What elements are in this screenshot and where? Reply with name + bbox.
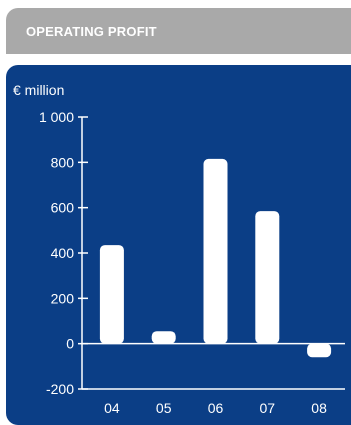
y-tick-label: 400 bbox=[51, 245, 75, 261]
x-tick-label: 04 bbox=[104, 400, 120, 416]
y-tick-label: 0 bbox=[66, 336, 74, 352]
chart-title: OPERATING PROFIT bbox=[26, 24, 157, 39]
y-tick-label: 200 bbox=[51, 290, 75, 306]
y-tick-label: 800 bbox=[51, 154, 75, 170]
x-tick-label: 08 bbox=[311, 400, 327, 416]
y-tick-label: 600 bbox=[51, 200, 75, 216]
bar-07 bbox=[255, 211, 280, 344]
bar-05 bbox=[151, 331, 176, 344]
chart-panel bbox=[6, 65, 351, 425]
bar-08 bbox=[307, 343, 332, 358]
bar-06 bbox=[203, 158, 228, 344]
x-tick-label: 07 bbox=[260, 400, 276, 416]
y-axis-unit-label: € million bbox=[13, 82, 65, 98]
y-tick-label: -200 bbox=[46, 381, 74, 397]
x-tick-label: 06 bbox=[208, 400, 224, 416]
bar-04 bbox=[99, 245, 124, 344]
x-tick-label: 05 bbox=[156, 400, 172, 416]
y-tick-label: 1 000 bbox=[39, 109, 74, 125]
header-bar bbox=[6, 8, 351, 54]
